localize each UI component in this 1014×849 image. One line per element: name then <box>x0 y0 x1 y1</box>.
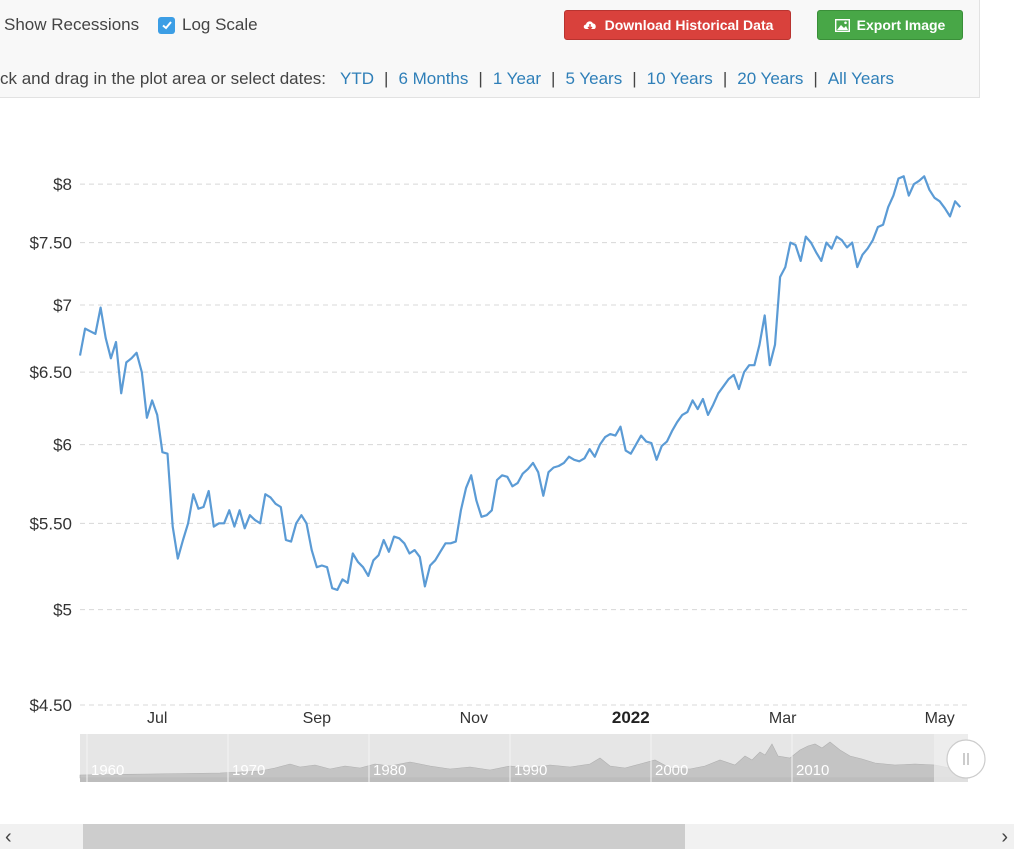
chart-controls: Show Recessions Log Scale Download Histo… <box>0 0 980 98</box>
navigator-year-label: 1990 <box>514 762 547 779</box>
y-tick-label: $4.50 <box>29 696 72 715</box>
price-chart[interactable]: $4.50 $5 $5.50 $6 $6.50 $7 $7.50 $8 Jul Sep Nov 20… <box>0 0 1014 824</box>
range-5-years[interactable]: 5 Years <box>565 69 623 88</box>
cloud-download-icon <box>583 21 596 30</box>
image-icon <box>834 18 850 32</box>
y-tick-label: $7 <box>53 296 72 315</box>
navigator-history-area <box>79 741 969 779</box>
x-tick-label: Mar <box>769 710 797 727</box>
navigator-year-label: 1960 <box>91 762 124 779</box>
log-scale-label[interactable]: Log Scale <box>182 15 258 34</box>
range-20-years[interactable]: 20 Years <box>737 69 804 88</box>
chart-scrollbar[interactable]: ‹ › <box>0 824 1014 849</box>
y-tick-label: $5.50 <box>29 514 72 533</box>
scrollbar-thumb[interactable] <box>83 824 685 849</box>
x-tick-label: Sep <box>303 710 332 727</box>
navigator-year-label: 1970 <box>232 762 265 779</box>
log-scale-option[interactable]: Log Scale <box>158 15 258 35</box>
export-button-label: Export Image <box>856 17 946 33</box>
range-prompt: ck and drag in the plot area or select d… <box>0 69 327 88</box>
range-1-year[interactable]: 1 Year <box>492 69 542 88</box>
navigator-baseline <box>80 778 968 782</box>
range-ytd[interactable]: YTD <box>340 69 375 88</box>
export-image-button[interactable]: Export Image <box>817 10 963 40</box>
x-tick-label: May <box>925 710 955 727</box>
checkmark-icon <box>161 21 172 30</box>
date-range-selector: ck and drag in the plot area or select d… <box>0 69 895 88</box>
download-historical-data-button[interactable]: Download Historical Data <box>564 10 791 40</box>
y-tick-label: $5 <box>53 601 72 620</box>
navigator-year-label: 2010 <box>796 762 829 779</box>
scroll-right-icon[interactable]: › <box>1001 826 1008 848</box>
range-6-months[interactable]: 6 Months <box>398 69 469 88</box>
navigator-handle[interactable] <box>946 739 986 779</box>
x-tick-label: Nov <box>460 710 488 727</box>
y-tick-label: $8 <box>53 175 72 194</box>
navigator-year-labels: 1960 1970 1980 1990 2000 2010 <box>86 734 829 782</box>
x-tick-label: 2022 <box>612 708 650 727</box>
y-tick-label: $6 <box>53 436 72 455</box>
x-axis-labels: Jul Sep Nov 2022 Mar May <box>147 708 955 727</box>
range-all-years[interactable]: All Years <box>827 69 895 88</box>
price-series-line <box>78 175 962 591</box>
navigator-year-label: 1980 <box>373 762 406 779</box>
show-recessions-option[interactable]: Show Recessions <box>4 15 139 35</box>
scroll-left-icon[interactable]: ‹ <box>5 826 12 848</box>
range-10-years[interactable]: 10 Years <box>646 69 713 88</box>
y-tick-label: $6.50 <box>29 363 72 382</box>
x-tick-label: Jul <box>147 710 167 727</box>
navigator[interactable]: 1960 1970 1980 1990 2000 2010 <box>79 734 986 782</box>
log-scale-checkbox[interactable] <box>158 16 175 34</box>
y-tick-label: $7.50 <box>29 234 72 253</box>
download-button-label: Download Historical Data <box>604 17 774 33</box>
navigator-year-label: 2000 <box>655 762 688 779</box>
grid-lines <box>80 183 968 706</box>
y-axis-labels: $4.50 $5 $5.50 $6 $6.50 $7 $7.50 $8 <box>29 175 72 715</box>
show-recessions-label[interactable]: Show Recessions <box>4 15 140 34</box>
